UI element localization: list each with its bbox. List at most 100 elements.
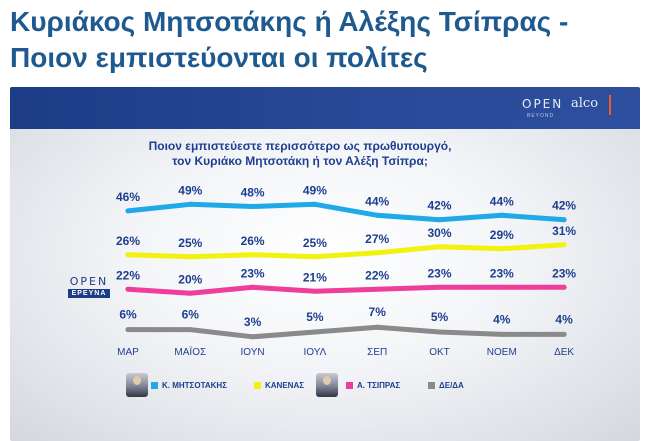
data-point-kanenas xyxy=(437,244,442,250)
legend-label-dk-da: ΔΕ/ΔΑ xyxy=(439,381,464,390)
data-label-dk-da: 5% xyxy=(431,310,449,324)
data-point-dk-da xyxy=(312,329,318,335)
open-beyond-logo-sub: BEYOND xyxy=(527,113,555,119)
data-point-kanenas xyxy=(125,252,131,258)
legend-swatch-tsipras xyxy=(346,382,353,389)
data-point-dk-da xyxy=(187,327,193,333)
data-label-kanenas: 25% xyxy=(178,236,202,250)
x-tick-label: ΔΕΚ xyxy=(554,347,574,358)
data-point-kanenas xyxy=(374,250,380,256)
data-point-mitsotakis xyxy=(561,217,567,223)
open-erevna-logo: OPEN ΕΡΕΥΝΑ xyxy=(68,275,110,298)
data-point-dk-da xyxy=(499,331,505,337)
data-label-mitsotakis: 42% xyxy=(552,199,576,213)
alco-logo-bar xyxy=(609,95,611,115)
data-label-mitsotakis: 49% xyxy=(178,183,202,197)
legend-label-kanenas: ΚΑΝΕΝΑΣ xyxy=(265,381,305,390)
x-tick-label: ΜΑΪΟΣ xyxy=(174,346,206,358)
chart-title: Ποιον εμπιστεύεστε περισσότερο ως πρωθυπ… xyxy=(100,139,500,169)
data-label-mitsotakis: 44% xyxy=(490,194,514,208)
x-tick-label: ΝΟΕΜ xyxy=(487,347,517,358)
data-point-kanenas xyxy=(312,254,318,260)
series-line-mitsotakis xyxy=(125,201,567,223)
data-label-tsipras: 20% xyxy=(178,272,202,286)
data-label-tsipras: 23% xyxy=(552,266,576,280)
data-label-mitsotakis: 44% xyxy=(365,194,389,208)
data-point-tsipras xyxy=(437,284,442,290)
x-tick-label: ΙΟΥΝ xyxy=(241,347,265,358)
data-point-tsipras xyxy=(499,284,505,290)
data-label-tsipras: 22% xyxy=(116,268,140,282)
data-point-dk-da xyxy=(561,331,567,337)
data-label-dk-da: 4% xyxy=(555,312,573,326)
data-label-kanenas: 29% xyxy=(490,228,514,242)
data-point-mitsotakis xyxy=(312,201,318,207)
legend-label-mitsotakis: Κ. ΜΗΤΣΟΤΑΚΗΣ xyxy=(162,381,227,390)
data-point-tsipras xyxy=(312,288,318,294)
data-point-kanenas xyxy=(187,254,193,260)
data-label-dk-da: 6% xyxy=(119,308,137,322)
data-label-tsipras: 23% xyxy=(427,266,451,280)
data-label-mitsotakis: 46% xyxy=(116,190,140,204)
data-label-dk-da: 4% xyxy=(493,312,511,326)
data-label-dk-da: 3% xyxy=(244,315,262,329)
x-tick-label: ΣΕΠ xyxy=(367,347,387,358)
data-label-kanenas: 30% xyxy=(427,226,451,240)
data-point-tsipras xyxy=(374,286,380,292)
data-point-dk-da xyxy=(125,327,131,333)
chart-title-line-2: τον Κυριάκο Μητσοτάκη ή τον Αλέξη Τσίπρα… xyxy=(172,154,428,168)
data-label-kanenas: 26% xyxy=(241,234,265,248)
data-point-dk-da xyxy=(437,329,442,335)
legend-label-tsipras: Α. ΤΣΙΠΡΑΣ xyxy=(357,381,401,390)
legend-swatch-kanenas xyxy=(254,382,261,389)
data-point-mitsotakis xyxy=(499,212,505,218)
data-label-mitsotakis: 49% xyxy=(303,183,327,197)
data-label-kanenas: 27% xyxy=(365,232,389,246)
data-point-kanenas xyxy=(250,252,256,258)
data-point-kanenas xyxy=(499,246,505,252)
tsipras-photo xyxy=(316,373,338,397)
data-point-tsipras xyxy=(561,284,567,290)
data-point-dk-da xyxy=(250,334,256,340)
data-label-mitsotakis: 48% xyxy=(241,186,265,200)
alco-logo: alco xyxy=(571,96,599,111)
data-label-kanenas: 26% xyxy=(116,234,140,248)
data-point-mitsotakis xyxy=(187,201,193,207)
x-tick-label: ΙΟΥΛ xyxy=(303,347,326,358)
open-beyond-logo: OPEN xyxy=(522,97,564,111)
data-label-kanenas: 25% xyxy=(303,236,327,250)
headline-line-1: Κυριάκος Μητσοτάκης ή Αλέξης Τσίπρας - xyxy=(10,6,569,37)
legend-swatch-mitsotakis xyxy=(151,382,158,389)
data-label-tsipras: 22% xyxy=(365,268,389,282)
data-label-dk-da: 5% xyxy=(306,310,324,324)
series-line-dk-da xyxy=(125,324,567,340)
data-point-kanenas xyxy=(561,242,567,248)
poll-graphic: OPEN BEYOND alco Ποιον εμπιστεύεστε περι… xyxy=(10,87,640,441)
open-erevna-logo-tag: ΕΡΕΥΝΑ xyxy=(68,289,110,298)
data-point-mitsotakis xyxy=(125,208,131,214)
x-tick-label: ΟΚΤ xyxy=(429,347,450,358)
legend-swatch-dk-da xyxy=(428,382,435,389)
data-label-mitsotakis: 42% xyxy=(427,199,451,213)
mitsotakis-photo xyxy=(126,373,148,397)
headline: Κυριάκος Μητσοτάκης ή Αλέξης Τσίπρας - Π… xyxy=(10,4,640,76)
data-point-tsipras xyxy=(125,286,131,292)
x-tick-label: ΜΑΡ xyxy=(117,347,139,358)
open-erevna-logo-word: OPEN xyxy=(69,275,109,288)
line-chart: ΜΑΡ ΜΑΪΟΣ ΙΟΥΝ ΙΟΥΛ ΣΕΠ ΟΚΤ ΝΟΕΜ ΔΕΚ 46% 49% 48% 49… xyxy=(116,183,576,358)
data-point-tsipras xyxy=(187,290,193,296)
headline-line-2: Ποιον εμπιστεύονται οι πολίτες xyxy=(10,42,428,73)
data-label-dk-da: 7% xyxy=(369,305,387,319)
data-point-mitsotakis xyxy=(250,204,256,209)
data-label-tsipras: 21% xyxy=(303,270,327,284)
data-point-mitsotakis xyxy=(374,212,380,218)
graphic-header-bar: OPEN BEYOND alco xyxy=(10,87,640,129)
series-line-tsipras xyxy=(125,284,567,296)
data-label-tsipras: 23% xyxy=(241,266,265,280)
data-label-tsipras: 23% xyxy=(490,266,514,280)
series-line-kanenas xyxy=(125,242,567,260)
data-label-dk-da: 6% xyxy=(182,308,200,322)
data-point-dk-da xyxy=(374,324,380,330)
chart-title-line-1: Ποιον εμπιστεύεστε περισσότερο ως πρωθυπ… xyxy=(148,139,452,153)
data-point-tsipras xyxy=(250,284,256,290)
